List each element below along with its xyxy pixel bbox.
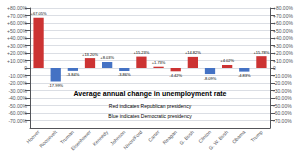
svg-text:+13.20%: +13.20% bbox=[82, 52, 98, 57]
svg-text:-30.00%: -30.00% bbox=[8, 88, 27, 94]
svg-text:Truman: Truman bbox=[58, 128, 75, 146]
svg-text:-10.00%: -10.00% bbox=[273, 73, 292, 79]
svg-text:-3.86%: -3.86% bbox=[118, 72, 131, 77]
svg-text:+60.00%: +60.00% bbox=[7, 20, 27, 26]
svg-text:-30.00%: -30.00% bbox=[273, 88, 292, 94]
svg-text:Johnson: Johnson bbox=[108, 128, 127, 147]
svg-text:+67.05%: +67.05% bbox=[31, 11, 47, 16]
svg-text:+30.00%: +30.00% bbox=[273, 43, 293, 49]
svg-text:Clinton: Clinton bbox=[197, 129, 212, 144]
svg-text:Reagan: Reagan bbox=[161, 129, 178, 146]
svg-text:+60.00%: +60.00% bbox=[273, 20, 293, 26]
svg-text:G. W. Bush: G. W. Bush bbox=[207, 129, 229, 151]
svg-text:-8.09%: -8.09% bbox=[204, 76, 217, 81]
svg-text:Eisenhower: Eisenhower bbox=[69, 129, 92, 152]
svg-text:-60.00%: -60.00% bbox=[273, 110, 292, 116]
svg-text:Carter: Carter bbox=[147, 129, 161, 143]
svg-text:+1.73%: +1.73% bbox=[152, 60, 166, 65]
svg-text:-70.00%: -70.00% bbox=[8, 118, 27, 124]
svg-text:-20.00%: -20.00% bbox=[8, 80, 27, 86]
svg-text:+4.02%: +4.02% bbox=[220, 58, 234, 63]
svg-text:+20.00%: +20.00% bbox=[273, 50, 293, 56]
svg-text:+10.00%: +10.00% bbox=[273, 58, 293, 64]
svg-text:Kennedy: Kennedy bbox=[91, 129, 110, 148]
svg-text:-10.00%: -10.00% bbox=[8, 73, 27, 79]
svg-text:Obama: Obama bbox=[231, 129, 247, 145]
svg-text:Hoover: Hoover bbox=[25, 129, 41, 145]
svg-text:-60.00%: -60.00% bbox=[8, 110, 27, 116]
svg-text:+10.00%: +10.00% bbox=[7, 58, 27, 64]
svg-text:-40.00%: -40.00% bbox=[273, 95, 292, 101]
svg-text:-3.84%: -3.84% bbox=[67, 72, 80, 77]
svg-text:-40.00%: -40.00% bbox=[8, 95, 27, 101]
svg-text:+80.00%: +80.00% bbox=[273, 5, 293, 11]
svg-text:Blue indicates Democratic pres: Blue indicates Democratic presidency bbox=[108, 113, 192, 119]
svg-text:+80.00%: +80.00% bbox=[7, 5, 27, 11]
svg-text:-17.99%: -17.99% bbox=[48, 83, 63, 88]
svg-text:-4.42%: -4.42% bbox=[169, 73, 182, 78]
svg-text:Roosevelt: Roosevelt bbox=[38, 128, 58, 148]
svg-text:Nixon/Ford: Nixon/Ford bbox=[122, 129, 144, 151]
svg-text:Average annual change in unemp: Average annual change in unemployment ra… bbox=[73, 90, 226, 98]
svg-text:Red indicates Republican presi: Red indicates Republican presidency bbox=[109, 103, 192, 109]
svg-text:-4.83%: -4.83% bbox=[238, 73, 251, 78]
svg-text:+15.78%: +15.78% bbox=[253, 50, 269, 55]
svg-text:G. Bush: G. Bush bbox=[178, 129, 195, 146]
svg-text:+70.00%: +70.00% bbox=[7, 13, 27, 19]
svg-text:0: 0 bbox=[273, 65, 276, 71]
svg-text:0: 0 bbox=[24, 65, 27, 71]
svg-text:+40.00%: +40.00% bbox=[7, 35, 27, 41]
svg-text:+15.23%: +15.23% bbox=[133, 50, 149, 55]
svg-text:+30.00%: +30.00% bbox=[7, 43, 27, 49]
svg-text:+20.00%: +20.00% bbox=[7, 50, 27, 56]
svg-text:-70.00%: -70.00% bbox=[273, 118, 292, 124]
svg-text:Trump: Trump bbox=[249, 129, 263, 143]
svg-text:+50.00%: +50.00% bbox=[7, 28, 27, 34]
svg-text:-50.00%: -50.00% bbox=[8, 103, 27, 109]
svg-text:+70.00%: +70.00% bbox=[273, 13, 293, 19]
svg-text:+40.00%: +40.00% bbox=[273, 35, 293, 41]
svg-text:+14.82%: +14.82% bbox=[185, 50, 201, 55]
svg-text:+8.03%: +8.03% bbox=[100, 55, 114, 60]
svg-text:-20.00%: -20.00% bbox=[273, 80, 292, 86]
svg-text:-50.00%: -50.00% bbox=[273, 103, 292, 109]
svg-text:+50.00%: +50.00% bbox=[273, 28, 293, 34]
